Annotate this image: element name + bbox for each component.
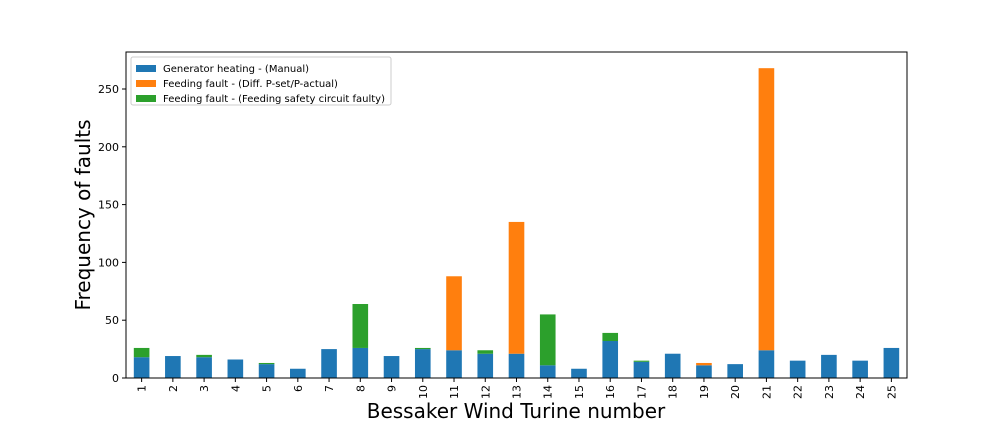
bar-turbine-17-series-1: [633, 361, 650, 378]
bar-turbine-21-series-1: [758, 350, 775, 378]
legend-swatch-3: [136, 95, 156, 102]
bar-turbine-13-series-2: [508, 221, 525, 354]
bar-turbine-9-series-1: [383, 356, 400, 378]
y-tick-label: 100: [98, 256, 119, 269]
bar-turbine-3-series-3: [196, 354, 212, 358]
bar-turbine-23-series-1: [821, 354, 837, 378]
x-tick-label: 18: [667, 385, 680, 399]
bar-turbine-7-series-1: [321, 349, 337, 378]
x-tick-label: 3: [198, 385, 211, 392]
bar-turbine-21-series-2: [758, 68, 775, 351]
legend-label-3: Feeding fault - (Feeding safety circuit …: [163, 94, 385, 105]
bar-turbine-12-series-3: [477, 350, 494, 354]
x-tick-label: 9: [386, 385, 399, 392]
x-tick-label: 1: [136, 385, 149, 392]
x-tick-label: 13: [511, 385, 524, 399]
x-tick-label: 8: [354, 385, 367, 392]
bar-turbine-8-series-3: [352, 304, 369, 348]
bar-turbine-20-series-1: [727, 364, 743, 378]
x-tick-label: 25: [885, 385, 898, 399]
x-tick-label: 11: [448, 385, 461, 399]
bar-turbine-8-series-1: [352, 347, 369, 378]
bar-turbine-14-series-1: [539, 365, 556, 378]
bar-turbine-11-series-2: [446, 276, 462, 351]
legend-box: [130, 56, 392, 106]
bar-turbine-15-series-1: [571, 368, 587, 378]
bar-turbine-5-series-1: [258, 364, 275, 378]
bar-turbine-4-series-1: [227, 359, 244, 378]
legend: Generator heating - (Manual) Feeding faul…: [130, 56, 392, 106]
x-tick-label: 7: [323, 385, 336, 392]
bar-turbine-25-series-1: [883, 347, 900, 378]
legend-label-2: Feeding fault - (Diff. P-set/P-actual): [163, 79, 338, 90]
bars-layer: [133, 68, 900, 378]
y-tick-label: 200: [98, 141, 119, 154]
legend-swatch-1: [136, 65, 156, 72]
legend-swatch-2: [136, 80, 156, 87]
x-tick-label: 6: [292, 385, 305, 392]
bar-turbine-16-series-3: [602, 332, 619, 342]
y-tick-label: 0: [112, 372, 119, 385]
x-axis-title: Bessaker Wind Turine number: [367, 399, 666, 423]
bar-turbine-19-series-2: [696, 362, 712, 366]
x-tick-label: 4: [229, 385, 242, 392]
bar-turbine-5-series-3: [258, 362, 275, 365]
bar-turbine-24-series-1: [852, 360, 868, 378]
x-tick-label: 17: [635, 385, 648, 399]
bar-turbine-11-series-1: [446, 350, 462, 378]
bar-turbine-19-series-1: [696, 365, 712, 378]
bar-turbine-16-series-1: [602, 341, 619, 378]
y-axis: 0 50 100 150 200 250: [98, 83, 126, 385]
y-tick-label: 250: [98, 83, 119, 96]
x-tick-label: 10: [417, 385, 430, 399]
x-tick-label: 15: [573, 385, 586, 399]
x-tick-label: 24: [854, 385, 867, 399]
x-tick-label: 2: [167, 385, 180, 392]
x-tick-label: 23: [823, 385, 836, 399]
x-axis: 1 2 3 4 5 6 7 8 9 10 11 12 13 14 15 16 17 18 19 20 21 22 23 24 2…: [136, 378, 898, 399]
x-tick-label: 19: [698, 385, 711, 399]
x-tick-label: 20: [729, 385, 742, 399]
y-tick-label: 50: [105, 314, 119, 327]
x-tick-label: 14: [542, 385, 555, 399]
x-tick-label: 21: [760, 385, 773, 399]
legend-label-1: Generator heating - (Manual): [163, 64, 309, 75]
x-tick-label: 12: [479, 385, 492, 399]
bar-turbine-10-series-1: [414, 349, 431, 378]
bar-turbine-13-series-1: [508, 353, 525, 378]
x-tick-label: 22: [792, 385, 805, 399]
bar-turbine-18-series-1: [664, 353, 681, 378]
x-tick-label: 16: [604, 385, 617, 399]
bar-turbine-10-series-3: [414, 347, 431, 350]
bar-turbine-2-series-1: [165, 356, 181, 378]
bar-turbine-22-series-1: [789, 360, 806, 378]
bar-turbine-12-series-1: [477, 353, 494, 378]
x-tick-label: 5: [261, 385, 274, 392]
bar-turbine-14-series-3: [539, 314, 556, 366]
y-axis-title: Frequency of faults: [71, 119, 95, 310]
bar-turbine-3-series-1: [196, 357, 212, 378]
bar-turbine-1-series-3: [133, 347, 150, 358]
bar-turbine-17-series-3: [633, 360, 650, 362]
y-tick-label: 150: [98, 199, 119, 212]
bar-turbine-6-series-1: [290, 368, 306, 378]
bar-turbine-1-series-1: [133, 357, 150, 378]
